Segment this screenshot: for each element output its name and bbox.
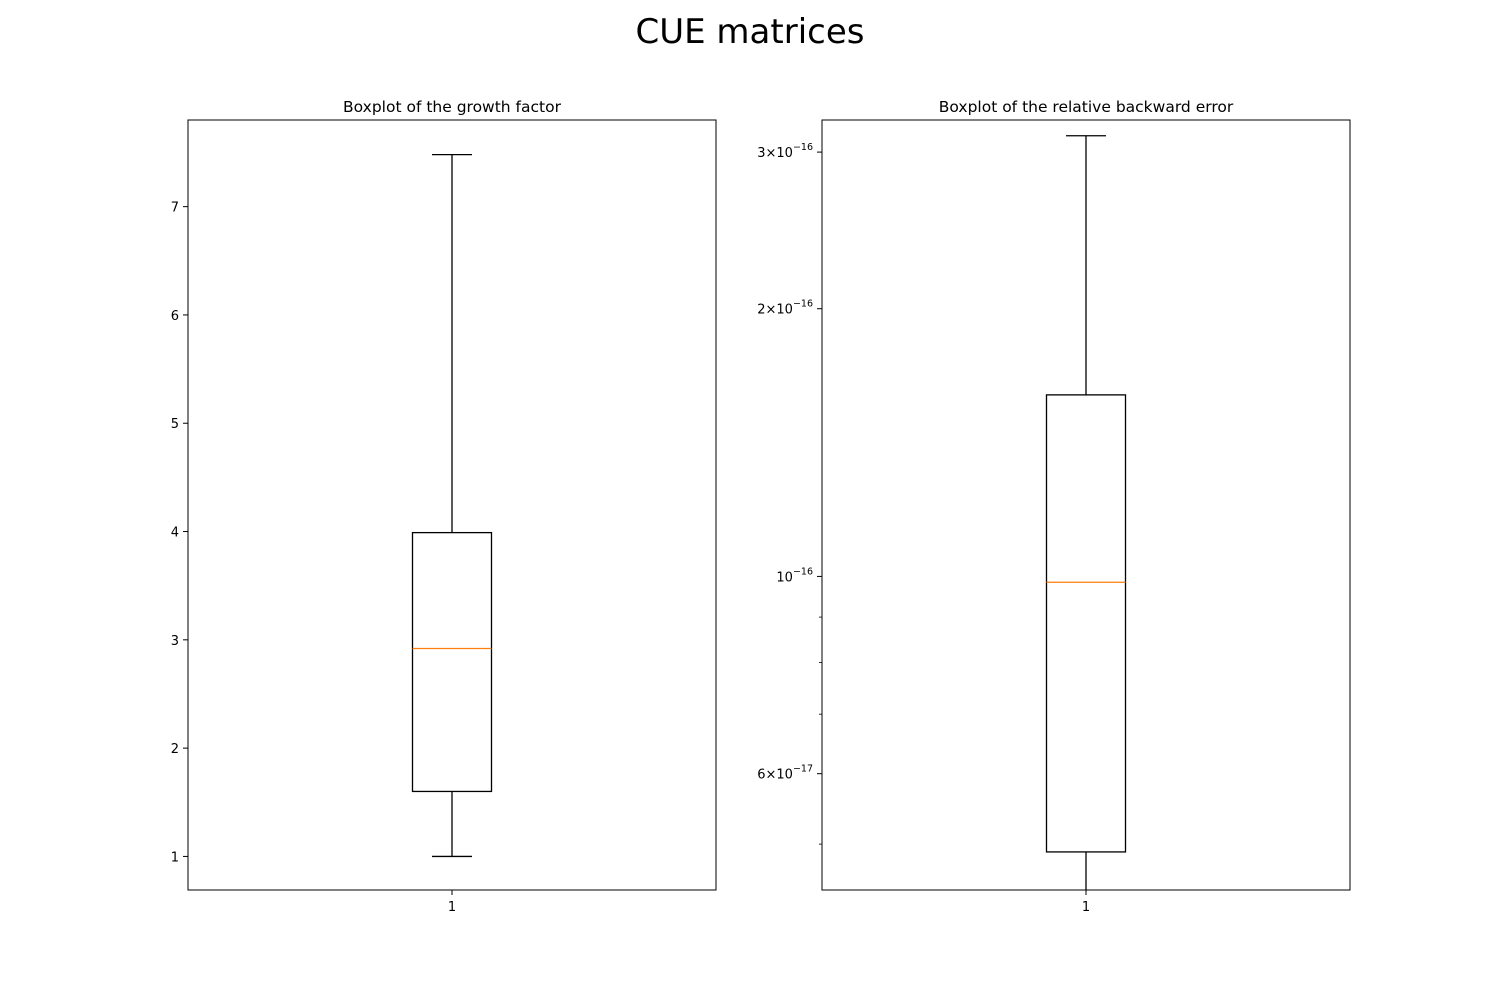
backward-error-panel: Boxplot of the relative backward error 6×…	[757, 98, 1351, 915]
x-tick-label: 1	[1082, 900, 1090, 915]
y-tick-label: 2×10−16	[757, 299, 813, 318]
axes-title: Boxplot of the relative backward error	[939, 98, 1234, 116]
y-tick-label: 2	[171, 742, 179, 757]
y-tick-label: 6×10−17	[757, 764, 813, 783]
axes-title: Boxplot of the growth factor	[343, 98, 562, 116]
y-tick-label: 5	[171, 417, 179, 432]
x-tick-label: 1	[448, 900, 456, 915]
y-tick-label: 3	[171, 634, 179, 649]
y-tick-label: 7	[171, 201, 179, 216]
y-tick-label: 10−16	[776, 566, 813, 585]
y-tick-label: 1	[171, 850, 179, 865]
iqr-box	[1045, 394, 1127, 853]
y-tick-label: 6	[171, 309, 179, 324]
y-tick-label: 3×10−16	[757, 142, 813, 161]
iqr-box	[411, 531, 493, 793]
figure-title: CUE matrices	[635, 12, 865, 52]
growth-factor-panel: Boxplot of the growth factor 1 2 3 4 5 6 7 1	[171, 98, 717, 915]
y-tick-label: 4	[171, 526, 179, 541]
